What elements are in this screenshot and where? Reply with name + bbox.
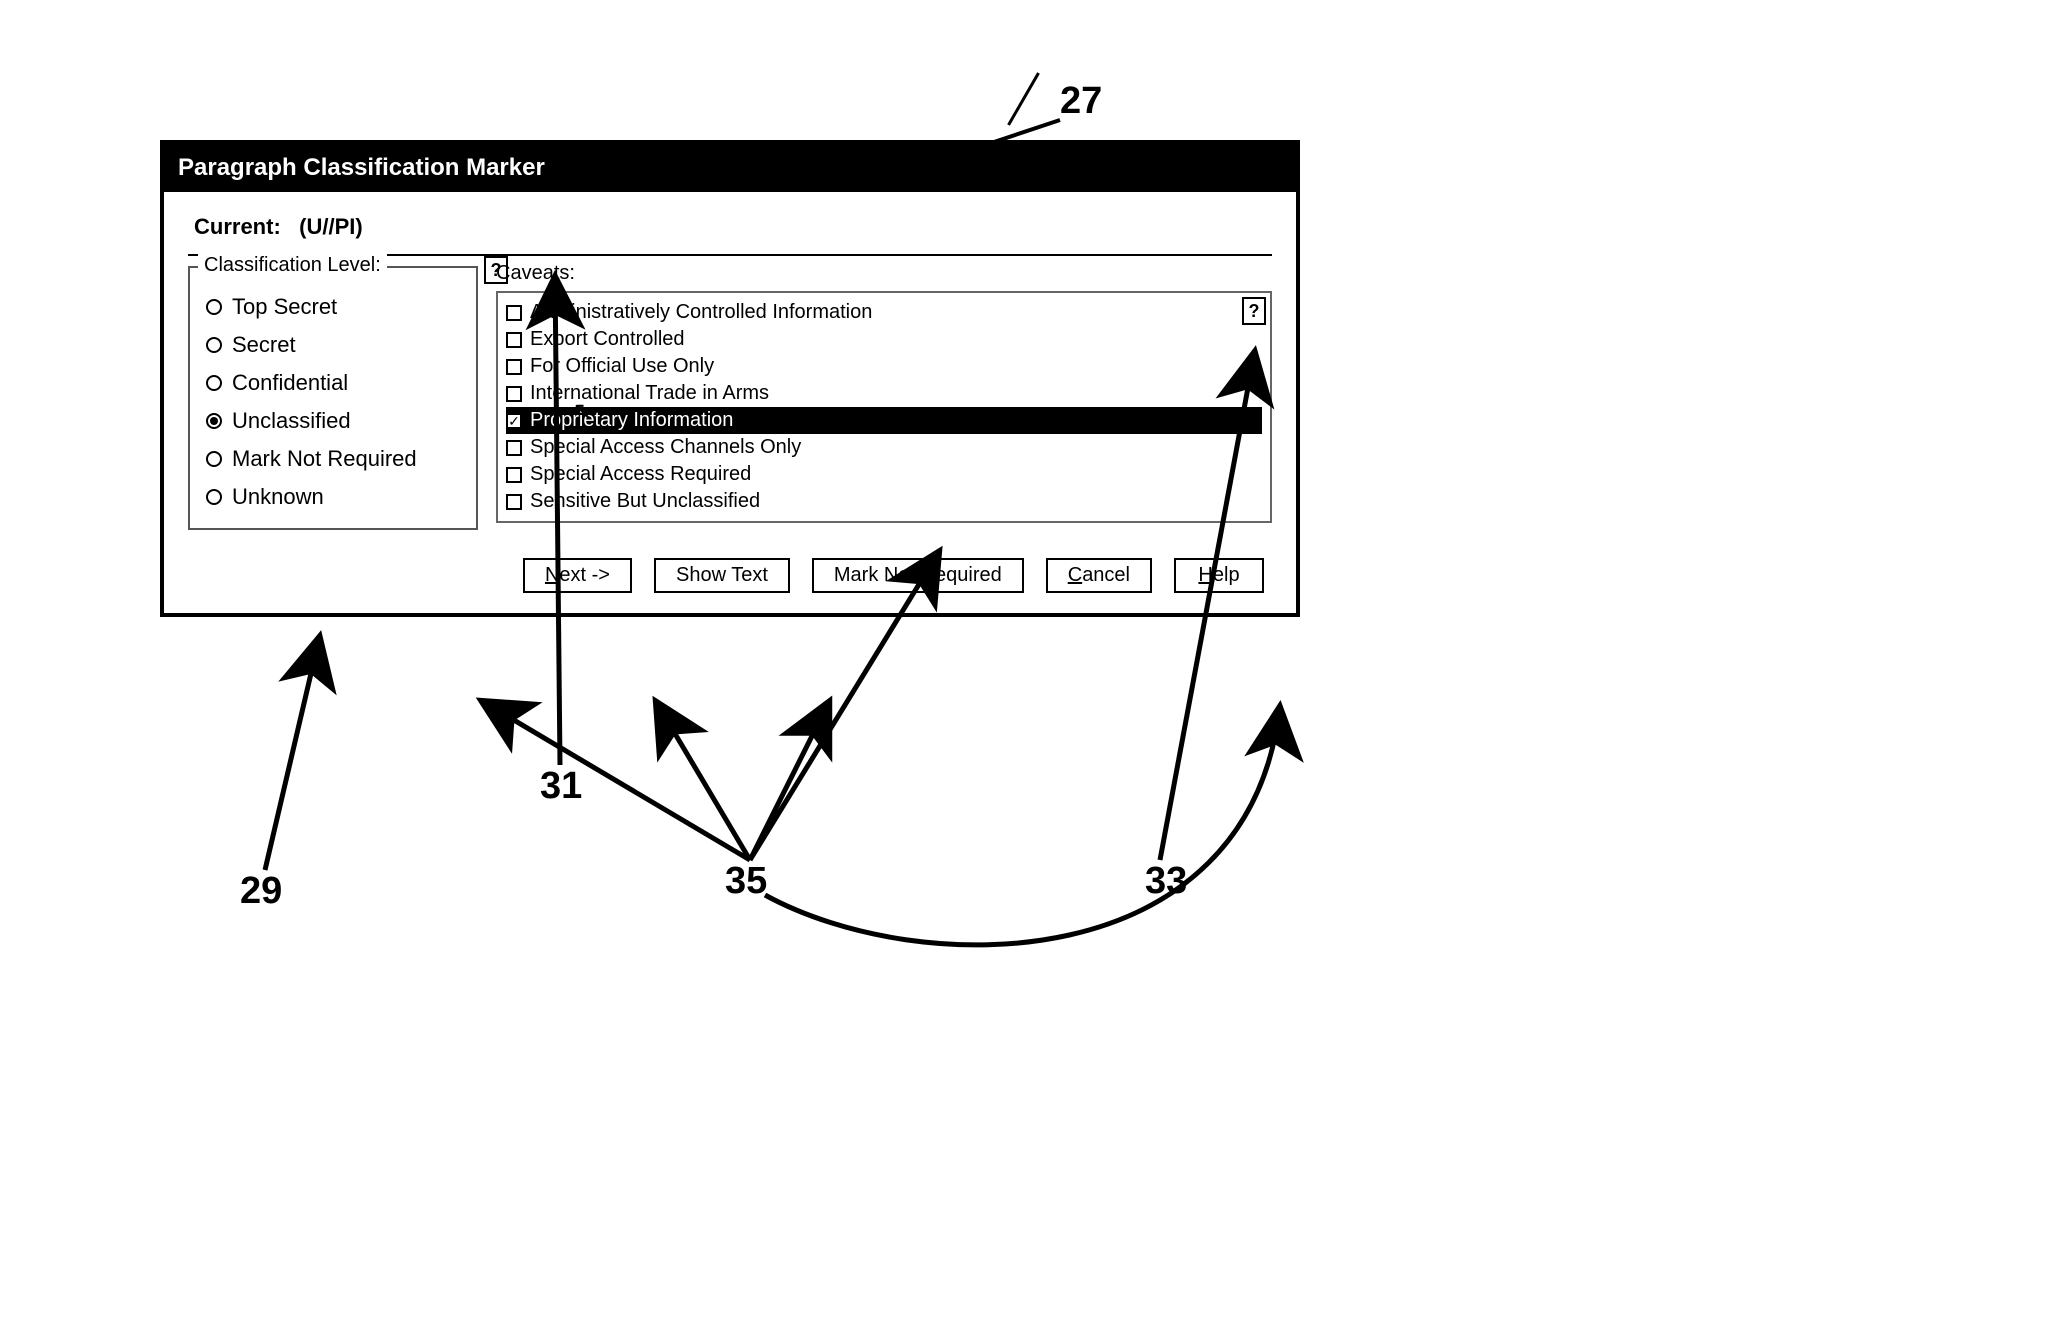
ref-31: 31 xyxy=(540,765,582,808)
caveats-help-button[interactable]: ? xyxy=(1242,297,1266,325)
caveat-item[interactable]: International Trade in Arms xyxy=(506,380,1262,407)
radio-icon xyxy=(206,299,222,315)
radio-icon xyxy=(206,451,222,467)
classification-option[interactable]: Unclassified xyxy=(206,402,460,440)
dialog-content: Current: (U//PI) Classification Level: T… xyxy=(164,192,1296,613)
radio-icon xyxy=(206,489,222,505)
classification-option[interactable]: Secret xyxy=(206,326,460,364)
checkbox-icon xyxy=(506,467,522,483)
caveats-panel: Caveats: ? Administratively Controlled I… xyxy=(496,262,1272,530)
caveat-item[interactable]: Sensitive But Unclassified xyxy=(506,488,1262,515)
checkbox-icon xyxy=(506,386,522,402)
mark-not-required-button[interactable]: Mark Not Required xyxy=(812,558,1024,593)
classification-option-label: Secret xyxy=(232,332,296,358)
ref-33: 33 xyxy=(1145,860,1187,903)
checkbox-icon xyxy=(506,494,522,510)
current-line: Current: (U//PI) xyxy=(188,208,1272,254)
radio-icon xyxy=(206,375,222,391)
caveat-item[interactable]: For Official Use Only xyxy=(506,353,1262,380)
classification-option[interactable]: Mark Not Required xyxy=(206,440,460,478)
caveat-item-label: Special Access Required xyxy=(530,463,751,486)
caveat-item-label: For Official Use Only xyxy=(530,355,714,378)
classification-option-label: Mark Not Required xyxy=(232,446,417,472)
caveat-item[interactable]: Special Access Channels Only xyxy=(506,434,1262,461)
cancel-button[interactable]: Cancel xyxy=(1046,558,1152,593)
caveat-item[interactable]: Administratively Controlled Information xyxy=(506,299,1262,326)
classification-option-label: Top Secret xyxy=(232,294,337,320)
radio-icon xyxy=(206,413,222,429)
classification-option[interactable]: Confidential xyxy=(206,364,460,402)
caveat-item-label: Export Controlled xyxy=(530,328,685,351)
show-text-button[interactable]: Show Text xyxy=(654,558,790,593)
current-label: Current: xyxy=(194,214,281,239)
classification-option-label: Confidential xyxy=(232,370,348,396)
dialog-title: Paragraph Classification Marker xyxy=(164,144,1296,192)
classification-option[interactable]: Top Secret xyxy=(206,288,460,326)
caveat-item[interactable]: ✓ Proprietary Information xyxy=(506,407,1262,434)
caveat-item-label: Proprietary Information xyxy=(530,409,733,432)
caveat-item[interactable]: Export Controlled xyxy=(506,326,1262,353)
classification-option-label: Unknown xyxy=(232,484,324,510)
checkbox-icon xyxy=(506,440,522,456)
caveat-item-label: Sensitive But Unclassified xyxy=(530,490,760,513)
caveats-legend: Caveats: xyxy=(496,262,1272,285)
caveat-item-label: International Trade in Arms xyxy=(530,382,769,405)
radio-icon xyxy=(206,337,222,353)
classification-option[interactable]: Unknown xyxy=(206,478,460,516)
ref-29: 29 xyxy=(240,870,282,913)
checkbox-icon xyxy=(506,359,522,375)
caveat-item-label: Administratively Controlled Information xyxy=(530,301,872,324)
classification-dialog: Paragraph Classification Marker Current:… xyxy=(160,140,1300,617)
classification-option-label: Unclassified xyxy=(232,408,351,434)
ref-35: 35 xyxy=(725,860,767,903)
caveat-item-label: Special Access Channels Only xyxy=(530,436,801,459)
panels: Classification Level: Top Secret Secret Co… xyxy=(188,254,1272,548)
classification-legend: Classification Level: xyxy=(198,254,387,277)
checkbox-icon: ✓ xyxy=(506,413,522,429)
caveat-item[interactable]: Special Access Required xyxy=(506,461,1262,488)
button-row: Next -> Show Text Mark Not Required Canc… xyxy=(188,548,1272,601)
current-value: (U//PI) xyxy=(299,214,363,239)
classification-level-group: Classification Level: Top SecretSecretCo… xyxy=(188,266,478,530)
checkbox-icon xyxy=(506,332,522,348)
caveats-list[interactable]: ? Administratively Controlled Informatio… xyxy=(496,291,1272,523)
checkbox-icon xyxy=(506,305,522,321)
ref-27: 27 xyxy=(1060,80,1102,123)
help-button[interactable]: Help xyxy=(1174,558,1264,593)
next-button[interactable]: Next -> xyxy=(523,558,632,593)
